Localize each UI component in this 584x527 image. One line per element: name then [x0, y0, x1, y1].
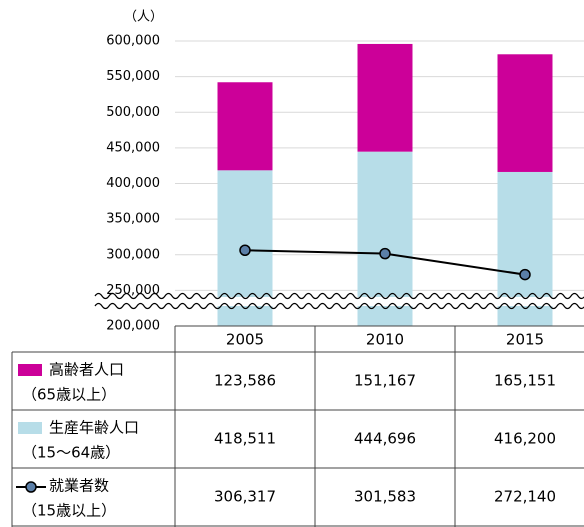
- line-marker: [239, 244, 251, 256]
- legend-label: 生産年齢人口: [49, 419, 139, 437]
- bar-segment: [497, 54, 553, 172]
- legend-label: 就業者数: [49, 477, 109, 495]
- line-marker: [379, 247, 391, 260]
- y-tick-label: 250,000: [106, 283, 160, 298]
- y-tick-label: 550,000: [106, 69, 160, 84]
- table-value: 301,583: [354, 488, 416, 506]
- table-value: 444,696: [354, 430, 416, 448]
- table-value: 165,151: [494, 372, 556, 390]
- axis-break: [94, 302, 584, 310]
- legend-key: [25, 481, 37, 493]
- legend-key: [18, 422, 42, 434]
- table-value: 123,586: [214, 372, 276, 390]
- bar-segment: [357, 43, 413, 152]
- y-tick-label: 400,000: [106, 176, 160, 191]
- y-tick-label: 500,000: [106, 105, 160, 120]
- x-tick-label: 2005: [226, 331, 264, 349]
- x-tick-label: 2010: [366, 331, 404, 349]
- y-tick-label: 600,000: [106, 34, 160, 49]
- axis-break: [94, 292, 584, 300]
- y-tick-label: 300,000: [106, 247, 160, 262]
- legend-sublabel: （65歳以上）: [22, 386, 116, 404]
- table-value: 416,200: [494, 430, 556, 448]
- y-tick-label: 350,000: [106, 212, 160, 227]
- legend-sublabel: （15～64歳）: [22, 444, 120, 462]
- table-value: 151,167: [354, 372, 416, 390]
- table-value: 418,511: [214, 430, 276, 448]
- table-value: 272,140: [494, 488, 556, 506]
- x-tick-label: 2015: [506, 331, 544, 349]
- line-marker: [519, 268, 531, 281]
- legend-sublabel: （15歳以上）: [22, 502, 116, 520]
- legend-label: 高齢者人口: [49, 361, 124, 379]
- y-unit: （人）: [124, 10, 163, 25]
- bar-segment: [217, 82, 273, 171]
- y-tick-label: 200,000: [106, 319, 160, 334]
- legend-key: [18, 364, 42, 376]
- axis-break-fill: [95, 297, 584, 306]
- bar-segment: [357, 151, 413, 326]
- y-tick-label: 450,000: [106, 140, 160, 155]
- table-value: 306,317: [214, 488, 276, 506]
